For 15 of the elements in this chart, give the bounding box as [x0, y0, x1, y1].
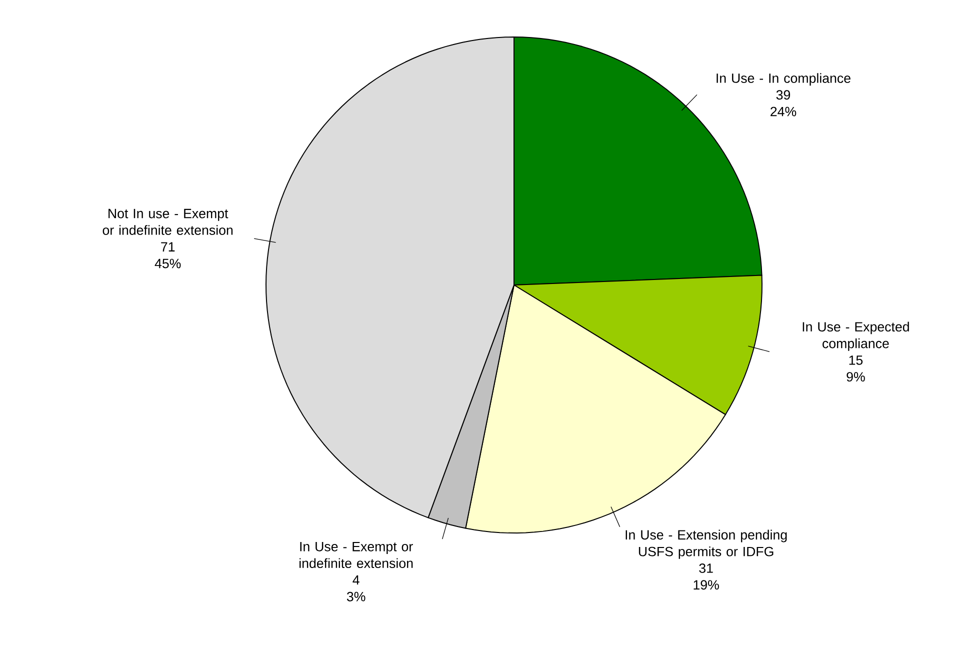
text: 9%: [846, 372, 865, 382]
data-label: 39: [776, 90, 790, 100]
text: 19%: [694, 580, 719, 590]
slice-label: In Use - In compliance: [716, 73, 850, 86]
slice-label: In Use - Expected compliance: [802, 322, 909, 351]
data-label: 71: [161, 242, 175, 252]
data-label: 4: [352, 575, 360, 585]
data-label: 31: [699, 563, 713, 573]
text: 24%: [770, 106, 796, 116]
data-label: 15: [849, 356, 863, 365]
text: 3%: [346, 592, 366, 602]
text: 45%: [154, 258, 181, 268]
slice-label: In Use - Exempt or indefinite extension: [300, 542, 413, 568]
slice-label: Not In use - Exempt or indefinite extension: [102, 208, 233, 235]
slice-label: In Use - Extension pending USFS permits or IDFG: [626, 530, 787, 559]
